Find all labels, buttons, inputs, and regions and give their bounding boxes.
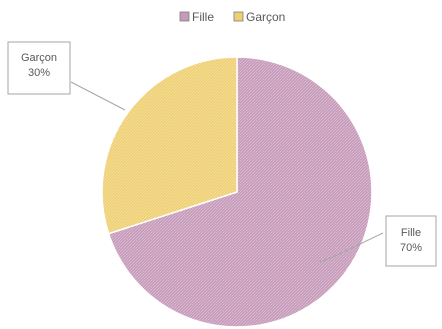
data-label-box-fille bbox=[385, 215, 437, 267]
leader-line-fille bbox=[319, 232, 384, 263]
pie-slice-garcon bbox=[101, 56, 238, 235]
leader-line-garcon bbox=[70, 81, 126, 111]
data-label-garcon: Garçon 30% bbox=[7, 41, 71, 95]
data-label-value-garcon: 30% bbox=[28, 67, 50, 79]
legend-label-fille: Fille bbox=[192, 10, 214, 24]
legend-label-garcon: Garçon bbox=[246, 10, 285, 24]
legend-swatch-fille bbox=[179, 11, 190, 22]
data-label-category-garcon: Garçon bbox=[21, 52, 57, 64]
data-label-value-fille: 70% bbox=[400, 242, 422, 254]
data-label-category-fille: Fille bbox=[401, 227, 421, 239]
legend: Fille Garçon bbox=[179, 10, 285, 24]
legend-swatch-garcon bbox=[233, 11, 244, 22]
data-label-fille: Fille 70% bbox=[385, 215, 437, 267]
pie-slice-fille bbox=[107, 56, 373, 328]
data-label-box-garcon bbox=[7, 41, 71, 95]
